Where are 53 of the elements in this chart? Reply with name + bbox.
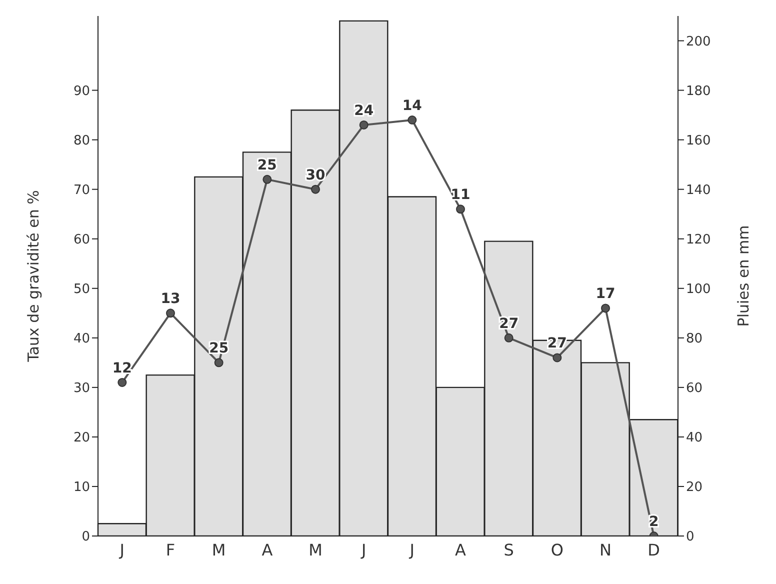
annotation: 24 [354,102,374,119]
y2-tick-label: 40 [686,430,703,446]
y2-tick-label: 180 [686,84,711,99]
y2-tick-label: 20 [686,480,703,496]
y-tick-label: 30 [73,381,90,396]
x-tick-label: M [308,540,322,560]
point [601,304,610,313]
y2-tick-label: 120 [686,232,711,248]
y2-tick-label: 0 [686,530,694,545]
annotation: 12 [112,360,132,376]
x-tick-label: D [648,540,660,560]
y2-tick-label: 100 [686,282,711,297]
y-tick-label: 10 [73,480,90,496]
point [456,204,465,214]
y2-tick-label: 140 [686,182,711,198]
x-tick-label: A [455,540,466,560]
annotation: 30 [306,167,326,184]
point [408,116,417,124]
y2-tick-label: 200 [686,34,711,50]
y-tick-label: 80 [73,133,90,148]
y2-axis-title: Pluies en mm [734,225,752,327]
x-tick-label: J [360,540,366,560]
y-tick-label: 70 [73,182,90,198]
point [552,353,562,362]
y2-tick-label: 80 [686,332,703,347]
x-tick-label: A [262,540,273,560]
x-tick-label: N [600,540,612,560]
y-tick-label: 0 [82,530,90,545]
point [359,120,368,130]
y-tick-label: 20 [73,430,90,446]
annotation: 14 [402,98,422,114]
point [262,174,272,184]
annotation: 13 [160,291,180,308]
x-tick-label: J [408,540,415,560]
annotation: 25 [257,157,277,174]
y-tick-label: 90 [73,84,90,99]
annotation: 17 [596,286,616,302]
point [118,378,127,387]
x-tick-label: J [118,540,125,560]
x-tick-label: M [212,540,226,560]
x-tick-label: F [166,540,176,560]
point [504,333,514,342]
y-axis-title: Taux de gravidité en % [24,190,42,363]
x-tick-label: O [550,540,564,560]
x-tick-label: S [504,540,514,560]
y-tick-label: 60 [73,232,90,248]
point [214,358,224,368]
y-tick-label: 50 [73,282,90,297]
y2-tick-label: 60 [686,381,703,396]
y2-tick-label: 160 [686,133,711,148]
y-tick-label: 40 [73,332,90,347]
point [166,308,175,318]
point [311,184,320,194]
